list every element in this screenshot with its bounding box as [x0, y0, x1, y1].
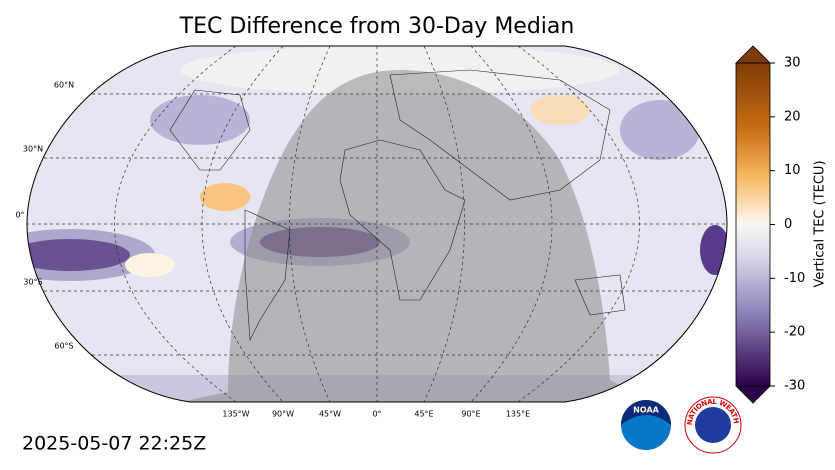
- lat-label: 30°S: [23, 278, 42, 287]
- colorbar-extend: [735, 385, 771, 404]
- meridian: [201, 46, 284, 402]
- colorbar-tick-label: 0: [784, 217, 792, 232]
- lon-label: 90°E: [461, 410, 480, 419]
- colorbar-extend: [735, 45, 771, 64]
- field: [200, 183, 250, 211]
- colorbar: [736, 63, 770, 386]
- lat-label: 60°S: [54, 342, 73, 351]
- map-border: [26, 45, 728, 403]
- colorbar-tick-label: 20: [784, 109, 801, 124]
- lon-label: 135°E: [506, 410, 530, 419]
- lat-label: 0°: [15, 211, 24, 220]
- colorbar-tick-label: -20: [784, 325, 805, 340]
- field: [125, 253, 175, 277]
- meridian: [289, 46, 331, 402]
- lon-label: 0°: [372, 410, 381, 419]
- lat-label: 30°N: [23, 145, 43, 154]
- colorbar-tick-label: 30: [784, 56, 801, 71]
- field: [700, 225, 727, 275]
- logo-shape: [695, 407, 731, 443]
- colorbar-tick-label: -10: [784, 271, 805, 286]
- meridian: [423, 46, 465, 402]
- meridian: [517, 46, 640, 402]
- colorbar-tick-label: -30: [784, 379, 805, 394]
- noaa-logo: NOAA: [621, 400, 671, 450]
- coastline: [169, 69, 626, 342]
- title: TEC Difference from 30-Day Median: [179, 14, 575, 39]
- lon-label: 45°W: [319, 410, 341, 419]
- lon-label: 45°E: [414, 410, 433, 419]
- timestamp: 2025-05-07 22:25Z: [22, 433, 206, 455]
- map: [27, 46, 727, 402]
- lon-label: 135°W: [222, 410, 249, 419]
- lat-label: 60°N: [54, 81, 74, 90]
- night-shade: [180, 70, 650, 402]
- colorbar-tick-label: 10: [784, 163, 801, 178]
- meridian: [470, 46, 553, 402]
- meridian: [114, 46, 237, 402]
- field: [620, 100, 700, 160]
- colorbar-label: Vertical TEC (TECU): [813, 160, 828, 287]
- field: [530, 95, 590, 125]
- field: [150, 95, 250, 145]
- lon-label: 90°W: [272, 410, 294, 419]
- logo-text: NOAA: [633, 406, 659, 415]
- logo-shape: [621, 400, 671, 425]
